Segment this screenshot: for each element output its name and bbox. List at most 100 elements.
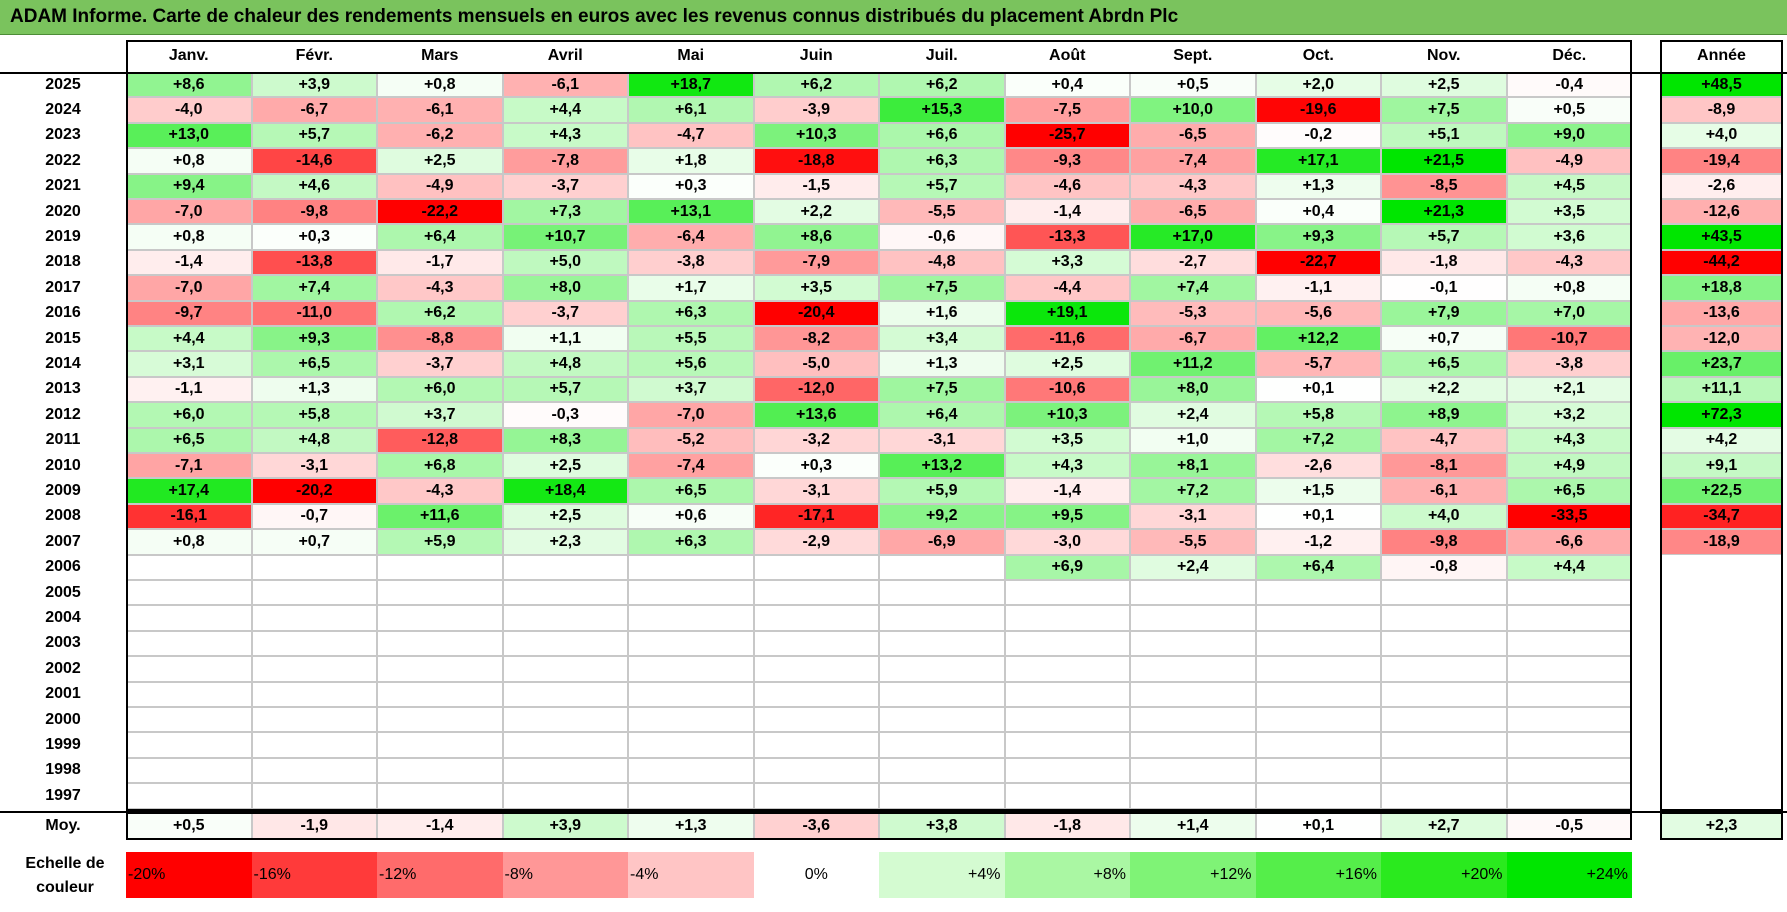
- heatmap-cell: -1,4: [1004, 199, 1130, 225]
- heatmap-cell: [377, 605, 503, 631]
- heatmap-cell: -0,3: [502, 402, 628, 428]
- heatmap-cell: +8,0: [1130, 376, 1256, 403]
- heatmap-cell: [377, 580, 503, 606]
- heatmap-cell: +7,0: [1506, 300, 1632, 326]
- heatmap-cell: +0,4: [1255, 199, 1381, 225]
- month-header: Mai: [677, 47, 705, 64]
- heatmap-cell: [1381, 580, 1507, 606]
- heatmap-cell: -3,0: [1004, 529, 1130, 555]
- heatmap-cell: [1506, 656, 1632, 682]
- heatmap-cell: +6,5: [126, 427, 252, 453]
- heatmap-cell: +3,5: [753, 275, 879, 301]
- heatmap-cell: [126, 783, 252, 809]
- heatmap-cell: -3,8: [1506, 351, 1632, 377]
- color-scale-swatch: +16%: [1255, 852, 1381, 898]
- heatmap-cell: [1004, 732, 1130, 758]
- heatmap-cell: [502, 580, 628, 606]
- heatmap-cell: +0,5: [1130, 72, 1256, 98]
- heatmap-cell: -7,0: [126, 275, 252, 301]
- heatmap-cell: -0,6: [879, 224, 1005, 250]
- heatmap-cell: +12,2: [1255, 326, 1381, 352]
- heatmap-cell: +4,4: [126, 326, 252, 352]
- color-scale-label: Echelle de couleur: [25, 855, 105, 896]
- month-header: Sept.: [1173, 47, 1213, 64]
- color-scale-swatch: +24%: [1506, 852, 1632, 898]
- heatmap-cell: [1130, 783, 1256, 809]
- annual-header: Année: [1697, 47, 1746, 64]
- color-scale-swatch: -20%: [126, 852, 252, 898]
- average-cell: +3,8: [879, 812, 1005, 840]
- heatmap-cell: [1506, 707, 1632, 733]
- heatmap-cell: -6,5: [1130, 199, 1256, 225]
- heatmap-cell: -1,2: [1255, 529, 1381, 555]
- heatmap-cell: +10,3: [753, 122, 879, 149]
- year-label: 2024: [45, 101, 81, 119]
- average-cell: -0,5: [1506, 812, 1632, 840]
- year-label: 2020: [45, 202, 81, 220]
- heatmap-cell: +4,9: [1506, 453, 1632, 479]
- heatmap-cell: +1,0: [1130, 427, 1256, 453]
- average-cell: -3,6: [753, 812, 879, 840]
- heatmap-cell: +6,0: [126, 402, 252, 428]
- heatmap-cell: +6,9: [1004, 554, 1130, 580]
- average-cell: +3,9: [502, 812, 628, 840]
- heatmap-cell: [628, 783, 754, 809]
- heatmap-cell: [126, 554, 252, 580]
- heatmap-cell: [502, 707, 628, 733]
- heatmap-cell: +8,6: [126, 72, 252, 98]
- heatmap-cell: [1004, 656, 1130, 682]
- heatmap-cell: -4,3: [1130, 173, 1256, 199]
- heatmap-cell: +0,8: [1506, 275, 1632, 301]
- heatmap-cell: -1,8: [1381, 249, 1507, 276]
- heatmap-cell: +17,4: [126, 478, 252, 504]
- heatmap-cell: [1381, 630, 1507, 657]
- heatmap-cell: -4,3: [377, 478, 503, 504]
- heatmap-cell: +4,6: [251, 173, 377, 199]
- year-label: 2004: [45, 609, 81, 627]
- heatmap-cell: [1255, 707, 1381, 733]
- heatmap-cell: +0,8: [126, 148, 252, 174]
- heatmap-cell: -5,5: [1130, 529, 1256, 555]
- heatmap-cell: [502, 630, 628, 657]
- heatmap-cell: [1004, 605, 1130, 631]
- heatmap-cell: +2,0: [1255, 72, 1381, 98]
- heatmap-cell: +6,2: [377, 300, 503, 326]
- heatmap-cell: -8,2: [753, 326, 879, 352]
- heatmap-cell: [1506, 783, 1632, 809]
- annual-cell: +22,5: [1660, 478, 1783, 504]
- heatmap-cell: +2,2: [1381, 376, 1507, 403]
- heatmap-cell: [628, 707, 754, 733]
- annual-cell: +43,5: [1660, 224, 1783, 250]
- heatmap-cell: +1,3: [251, 376, 377, 403]
- heatmap-cell: [126, 656, 252, 682]
- heatmap-cell: [1130, 732, 1256, 758]
- heatmap-cell: [1381, 656, 1507, 682]
- heatmap-cell: +5,9: [377, 529, 503, 555]
- heatmap-cell: -4,0: [126, 97, 252, 123]
- year-label: 2011: [45, 431, 81, 449]
- heatmap-cell: -7,8: [502, 148, 628, 174]
- heatmap-cell: -12,8: [377, 427, 503, 453]
- heatmap-cell: +2,5: [502, 453, 628, 479]
- year-label: 1997: [45, 786, 81, 804]
- annual-cell: +48,5: [1660, 72, 1783, 98]
- annual-cell: -12,0: [1660, 326, 1783, 352]
- heatmap-cell: [1130, 630, 1256, 657]
- year-label: 2010: [45, 456, 81, 474]
- heatmap-cell: [1255, 580, 1381, 606]
- year-label: 2001: [45, 685, 81, 703]
- heatmap-cell: [1255, 630, 1381, 657]
- heatmap-cell: +0,7: [251, 529, 377, 555]
- heatmap-cell: [879, 605, 1005, 631]
- heatmap-cell: +4,4: [502, 97, 628, 123]
- heatmap-cell: +6,5: [1506, 478, 1632, 504]
- heatmap-cell: +6,4: [377, 224, 503, 250]
- annual-cell: +4,2: [1660, 427, 1783, 453]
- heatmap-cell: [753, 707, 879, 733]
- year-label: 2013: [45, 380, 81, 398]
- heatmap-cell: -7,4: [1130, 148, 1256, 174]
- rows-bottom-divider: [0, 810, 1787, 813]
- heatmap-cell: [251, 783, 377, 809]
- heatmap-cell: [377, 630, 503, 657]
- heatmap-cell: -6,1: [502, 72, 628, 98]
